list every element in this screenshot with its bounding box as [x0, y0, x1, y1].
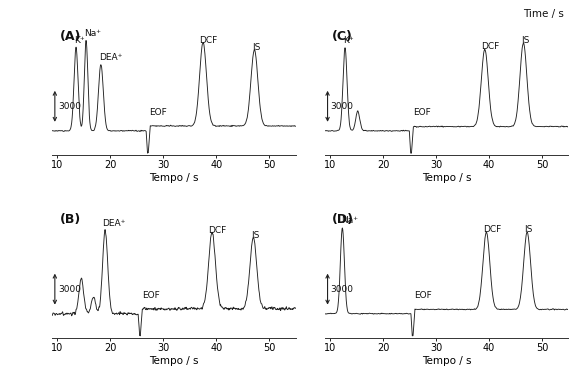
Text: IS: IS — [521, 36, 529, 45]
Text: Na⁺: Na⁺ — [341, 216, 358, 225]
Text: DCF: DCF — [481, 42, 499, 51]
Text: DCF: DCF — [208, 226, 227, 235]
X-axis label: Tempo / s: Tempo / s — [149, 356, 199, 366]
Text: EOF: EOF — [150, 108, 168, 117]
Text: (B): (B) — [60, 213, 81, 226]
Text: DEA⁺: DEA⁺ — [99, 53, 122, 62]
Text: EOF: EOF — [142, 291, 160, 300]
Text: IS: IS — [524, 225, 533, 234]
X-axis label: Tempo / s: Tempo / s — [422, 173, 472, 183]
Text: DCF: DCF — [483, 225, 501, 234]
Text: EOF: EOF — [413, 108, 430, 117]
Text: K⁺: K⁺ — [74, 36, 85, 45]
Text: K⁺: K⁺ — [343, 36, 354, 45]
Text: Time / s: Time / s — [523, 9, 564, 19]
Text: Na⁺: Na⁺ — [85, 28, 102, 38]
Text: IS: IS — [251, 231, 259, 240]
X-axis label: Tempo / s: Tempo / s — [422, 356, 472, 366]
Text: 3000: 3000 — [58, 102, 81, 111]
Text: (A): (A) — [60, 30, 81, 43]
Text: EOF: EOF — [414, 291, 432, 300]
Text: (C): (C) — [332, 30, 353, 43]
Text: IS: IS — [252, 43, 260, 52]
Text: (D): (D) — [332, 213, 354, 226]
X-axis label: Tempo / s: Tempo / s — [149, 173, 199, 183]
Text: 3000: 3000 — [58, 285, 81, 294]
Text: DCF: DCF — [200, 36, 218, 45]
Text: 3000: 3000 — [331, 102, 354, 111]
Text: 3000: 3000 — [331, 285, 354, 294]
Text: DEA⁺: DEA⁺ — [103, 219, 126, 228]
